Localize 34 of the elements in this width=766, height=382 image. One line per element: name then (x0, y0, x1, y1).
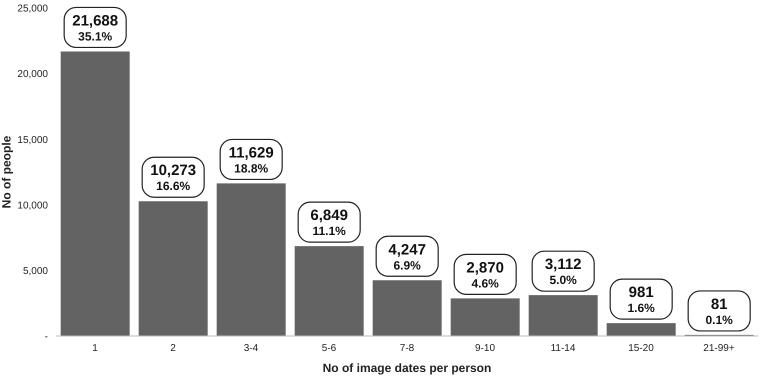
y-tick-label: 10,000 (17, 200, 48, 212)
x-tick-label: 1 (92, 343, 98, 354)
x-tick-label: 9-10 (474, 343, 496, 354)
bar (216, 183, 286, 336)
x-axis-title: No of image dates per person (322, 361, 492, 375)
x-tick-label: 11-14 (550, 343, 576, 354)
x-tick-label: 21-99+ (703, 343, 735, 354)
x-tick-label: 5-6 (322, 343, 337, 354)
data-label: 981 1.6% (628, 284, 656, 316)
x-tick-label: 3-4 (244, 343, 259, 354)
y-axis-title: No of people (0, 135, 14, 208)
data-label: 21,688 35.1% (72, 12, 118, 44)
bar (606, 323, 676, 336)
bar (450, 298, 520, 336)
bar (60, 51, 130, 336)
y-tick-label: 15,000 (17, 134, 48, 146)
data-label: 81 0.1% (706, 296, 734, 327)
data-label: 2,870 4.6% (466, 259, 504, 290)
bar (528, 295, 598, 336)
data-label: 3,112 5.0% (544, 256, 582, 288)
y-tick-label: 20,000 (17, 69, 48, 80)
data-label: 10,273 16.6% (150, 162, 196, 194)
data-label: 11,629 18.8% (228, 144, 274, 176)
y-tick-label: 25,000 (17, 4, 48, 15)
bar (294, 246, 364, 336)
y-tick-label: 5,000 (22, 266, 48, 277)
x-tick-label: 15-20 (628, 343, 654, 354)
x-tick-label: 2 (170, 343, 176, 354)
x-tick-label: 7-8 (400, 343, 415, 354)
data-label: 4,247 6.9% (388, 241, 426, 272)
data-label: 6,849 11.1% (310, 207, 348, 238)
bar (372, 280, 442, 336)
y-tick-label: - (44, 332, 48, 343)
bar (138, 201, 208, 336)
